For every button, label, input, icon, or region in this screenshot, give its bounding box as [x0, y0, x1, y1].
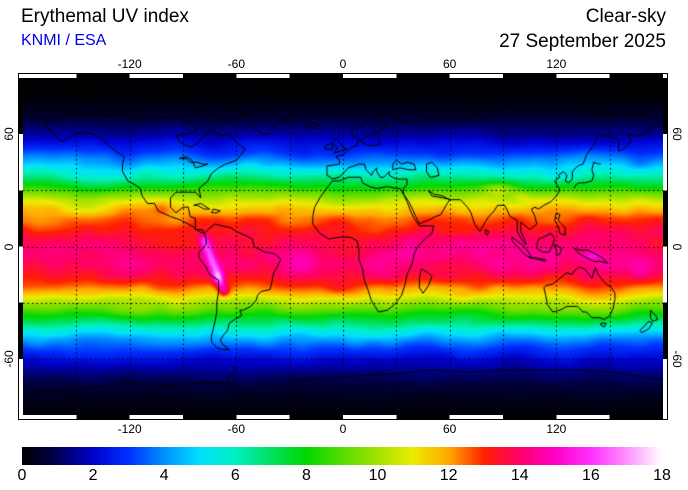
zebra-border-left [19, 78, 23, 415]
lat-tick-label: -60 [670, 350, 684, 368]
colorbar-tick-label: 10 [368, 467, 387, 484]
colorbar-tick-label: 0 [17, 467, 27, 484]
lon-tick-label: -120 [117, 422, 142, 436]
lon-tick-label: -120 [117, 57, 142, 71]
lon-tick-label: -60 [227, 57, 245, 71]
colorbar-tick-label: 12 [439, 467, 458, 484]
lon-tick-label: 60 [442, 422, 457, 436]
colorbar-tick-label: 16 [581, 467, 600, 484]
lon-tick-label: 60 [442, 57, 457, 71]
zebra-border-right [663, 78, 667, 415]
condition-label: Clear-sky [585, 6, 666, 27]
zebra-border-top [23, 74, 663, 78]
page-title: Erythemal UV index [21, 6, 189, 27]
colorbar-tick-label: 4 [159, 467, 169, 484]
lon-tick-label: 120 [546, 422, 567, 436]
uv-map-canvas [23, 78, 663, 415]
lon-tick-label: -60 [227, 422, 245, 436]
colorbar-tick-label: 8 [301, 467, 311, 484]
colorbar [22, 447, 662, 465]
lat-tick-label: 0 [2, 243, 16, 250]
colorbar-tick-label: 2 [88, 467, 98, 484]
lat-tick-label: 0 [670, 243, 684, 250]
lat-tick-label: -60 [2, 350, 16, 368]
lat-tick-label: 60 [2, 127, 16, 141]
zebra-border-bottom [23, 415, 663, 419]
colorbar-tick-label: 6 [230, 467, 240, 484]
lat-tick-label: 60 [670, 127, 684, 141]
colorbar-tick-label: 18 [653, 467, 671, 484]
date-label: 27 September 2025 [499, 31, 666, 52]
lon-tick-label: 120 [546, 57, 567, 71]
source-label: KNMI / ESA [21, 32, 107, 49]
lon-tick-label: 0 [339, 57, 347, 71]
map-frame [18, 73, 668, 420]
colorbar-tick-label: 14 [510, 467, 529, 484]
lon-tick-label: 0 [339, 422, 347, 436]
